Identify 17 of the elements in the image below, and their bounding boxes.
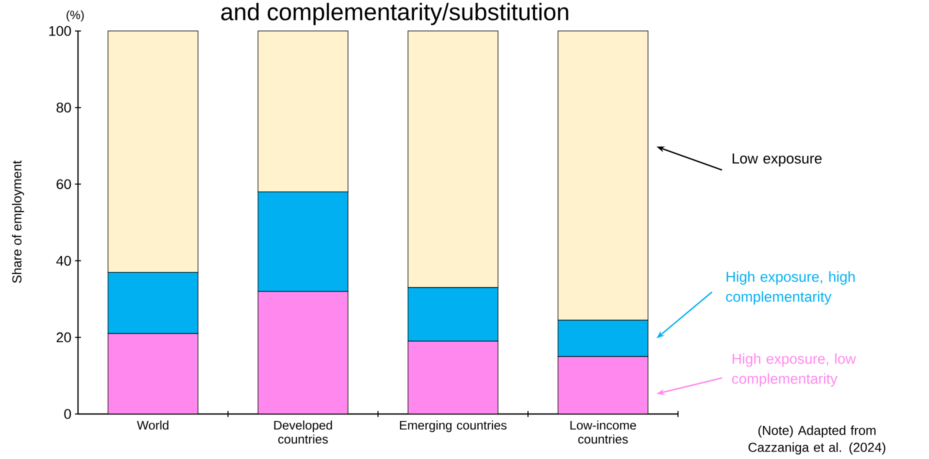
y-tick-label: 60 xyxy=(56,179,71,190)
x-tick-label: Low-income countries xyxy=(570,420,636,444)
x-tick-label: Developed countries xyxy=(274,420,332,444)
text: High exposure, high complementarity xyxy=(726,271,855,305)
y-tick-label: 0 xyxy=(64,409,71,419)
x-tick-label: Emerging countries xyxy=(400,420,507,432)
text: High exposure, low complementarity xyxy=(732,353,856,387)
text: (Note) Adapted from Cazzaniga et al. (2024) xyxy=(748,425,886,454)
chart-title: and complementarity/substitution xyxy=(221,2,568,26)
text: (%) xyxy=(66,10,84,22)
y-tick-label: 20 xyxy=(56,332,71,342)
y-tick-label: 80 xyxy=(56,102,71,113)
y-tick-label: 40 xyxy=(56,256,71,266)
y-tick-label: 100 xyxy=(49,26,71,36)
x-tick-label: World xyxy=(136,420,168,430)
y-axis-title: Share of employment xyxy=(12,160,24,283)
legend-label: Low exposure xyxy=(732,154,822,166)
